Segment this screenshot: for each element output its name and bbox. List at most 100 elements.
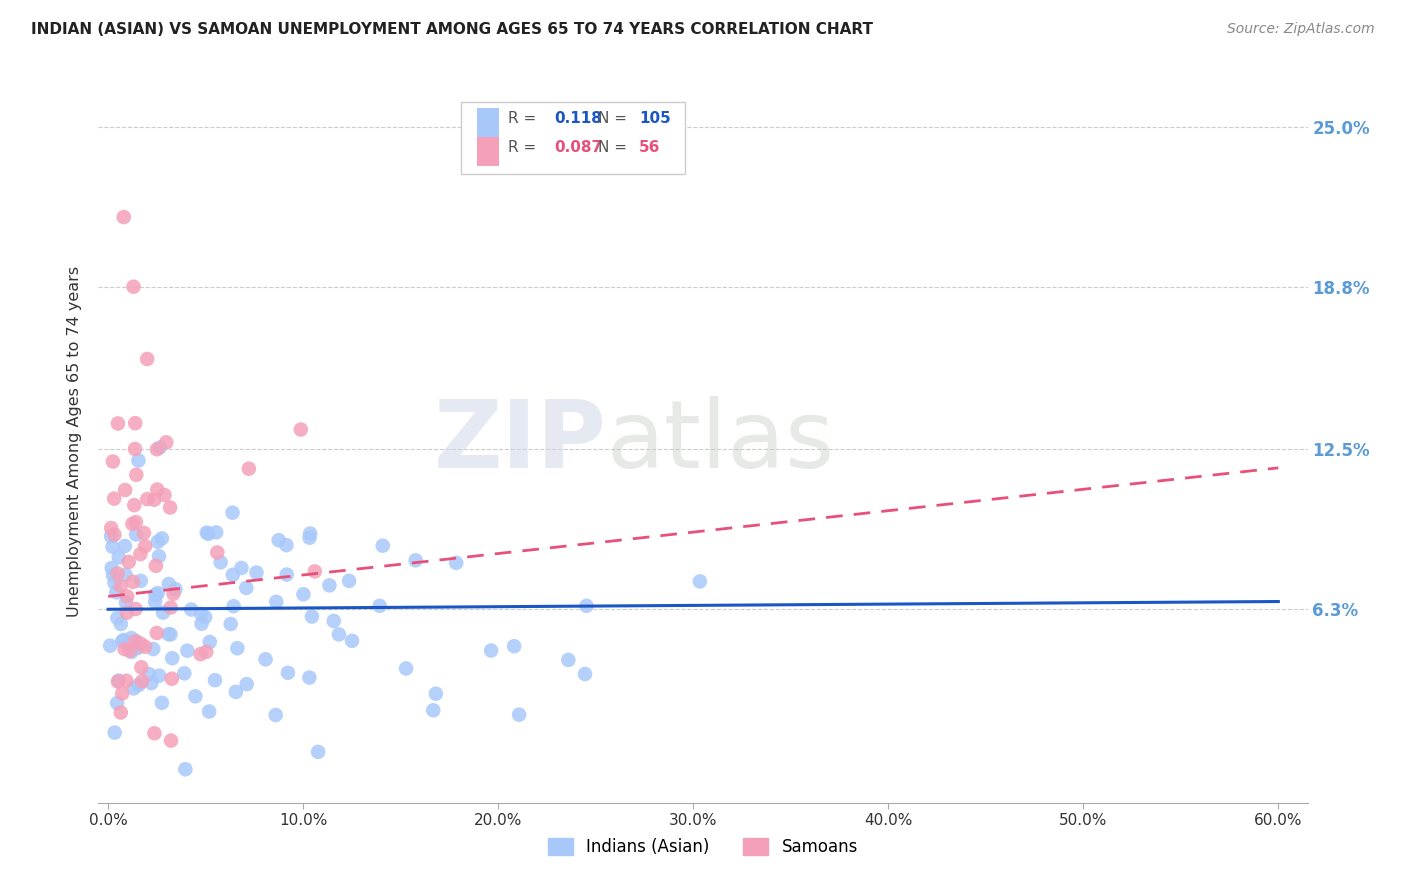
Point [127, 453, 149, 467]
Text: 0.118: 0.118 [554, 112, 602, 126]
Point [110, 706, 132, 720]
Point [138, 667, 160, 681]
Point [267, 533, 290, 548]
Point [110, 579, 132, 593]
Point [503, 639, 526, 653]
Point [122, 279, 145, 293]
Point [160, 733, 183, 747]
Point [195, 645, 218, 659]
FancyBboxPatch shape [477, 136, 499, 166]
Point [121, 516, 143, 531]
Point [134, 640, 156, 654]
Point [195, 525, 218, 540]
Point [222, 567, 245, 582]
Point [101, 540, 124, 554]
Point [105, 585, 128, 599]
Text: atlas: atlas [606, 395, 835, 488]
Point [207, 545, 229, 559]
Point [304, 565, 326, 579]
Point [143, 595, 166, 609]
Point [124, 416, 146, 430]
Point [122, 681, 145, 696]
Point [276, 567, 298, 582]
Point [112, 210, 135, 224]
Point [328, 627, 350, 641]
Point [176, 643, 198, 657]
Point [105, 696, 128, 710]
Point [124, 634, 146, 648]
Point [146, 534, 169, 549]
Point [298, 671, 321, 685]
Point [146, 442, 169, 457]
Point [160, 672, 183, 686]
Point [115, 606, 138, 620]
Point [153, 488, 176, 502]
Point [124, 602, 146, 616]
Point [395, 661, 418, 675]
Point [557, 653, 579, 667]
Point [142, 642, 165, 657]
Point [149, 441, 172, 455]
Point [173, 666, 195, 681]
Point [157, 577, 180, 591]
Point [105, 611, 128, 625]
Point [245, 566, 267, 580]
Point [120, 645, 142, 659]
Text: 105: 105 [638, 112, 671, 126]
Point [129, 636, 152, 650]
Point [574, 667, 596, 681]
Point [150, 696, 173, 710]
Point [221, 506, 243, 520]
Point [112, 632, 135, 647]
Point [134, 539, 156, 553]
Point [129, 574, 152, 588]
Point [689, 574, 711, 589]
Point [143, 726, 166, 740]
Point [371, 539, 394, 553]
Point [479, 643, 502, 657]
Point [125, 515, 148, 529]
Point [115, 590, 138, 604]
Point [125, 467, 148, 482]
Text: N =: N = [598, 140, 631, 155]
Point [146, 586, 169, 600]
Point [107, 550, 129, 565]
Point [118, 636, 141, 650]
Point [152, 606, 174, 620]
Point [150, 532, 173, 546]
Point [124, 633, 146, 648]
Point [198, 635, 221, 649]
Point [219, 617, 242, 632]
Text: 0.087: 0.087 [554, 140, 602, 155]
Point [143, 492, 166, 507]
Point [143, 588, 166, 602]
Point [114, 567, 136, 582]
Point [322, 614, 344, 628]
Point [425, 687, 447, 701]
Point [129, 547, 152, 561]
Point [101, 454, 124, 468]
FancyBboxPatch shape [461, 102, 685, 174]
Point [145, 558, 167, 573]
Point [101, 568, 124, 582]
Point [148, 549, 170, 564]
Point [160, 651, 183, 665]
Point [264, 595, 287, 609]
Point [107, 673, 129, 688]
Point [127, 640, 149, 655]
Point [146, 483, 169, 497]
FancyBboxPatch shape [477, 108, 499, 136]
Point [131, 660, 153, 674]
Point [209, 555, 232, 569]
Point [299, 526, 322, 541]
Point [318, 578, 340, 592]
Point [111, 686, 134, 700]
Point [118, 640, 141, 655]
Point [205, 525, 228, 540]
Point [107, 417, 129, 431]
Point [231, 561, 253, 575]
Point [111, 634, 134, 648]
Point [122, 574, 145, 589]
Point [159, 500, 181, 515]
Point [131, 674, 153, 689]
